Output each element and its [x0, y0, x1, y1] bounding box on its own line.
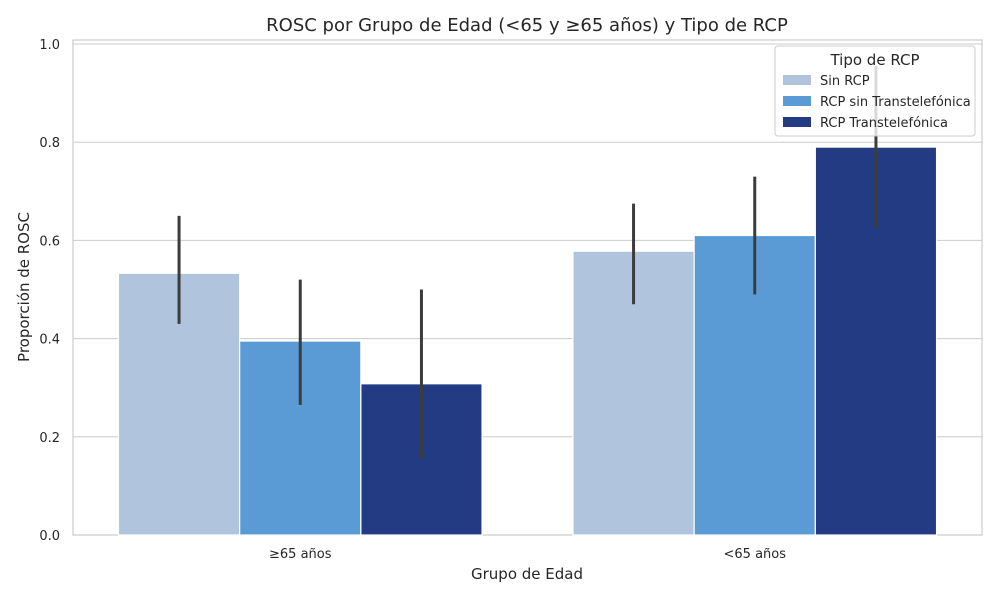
legend-items: Sin RCP RCP sin Transtelefónica RCP Transt… — [783, 74, 971, 131]
y-tick-label: 0.4 — [39, 333, 60, 348]
bars — [117, 146, 938, 536]
legend-title: Tipo de RCP — [829, 51, 919, 69]
legend-swatch — [783, 75, 811, 85]
chart-title: ROSC por Grupo de Edad (<65 y ≥65 años) … — [266, 15, 788, 36]
legend-box — [774, 45, 976, 137]
legend-label: RCP sin Transtelefónica — [820, 95, 971, 110]
y-tick-label: 1.0 — [39, 38, 60, 53]
x-tick-label: <65 años — [724, 547, 787, 562]
legend-label: RCP Transtelefónica — [820, 116, 948, 131]
y-tick-label: 0.2 — [39, 431, 60, 446]
y-tick-label: 0.0 — [39, 529, 60, 544]
plot-frame — [72, 39, 983, 536]
x-ticks: ≥65 años <65 años — [269, 547, 786, 562]
x-axis-label: Grupo de Edad — [471, 565, 583, 583]
x-tick-label: ≥65 años — [269, 547, 332, 562]
bar — [693, 234, 816, 536]
legend-swatch — [783, 96, 811, 106]
y-ticks: 0.0 0.2 0.4 0.6 0.8 1.0 — [39, 38, 60, 544]
legend: Tipo de RCP Sin RCP RCP sin Transtelefóni… — [774, 45, 976, 137]
y-axis-label: Proporción de ROSC — [15, 212, 33, 362]
y-tick-label: 0.8 — [39, 136, 60, 151]
y-tick-label: 0.6 — [39, 234, 60, 249]
legend-label: Sin RCP — [820, 74, 870, 89]
legend-swatch — [783, 117, 811, 127]
